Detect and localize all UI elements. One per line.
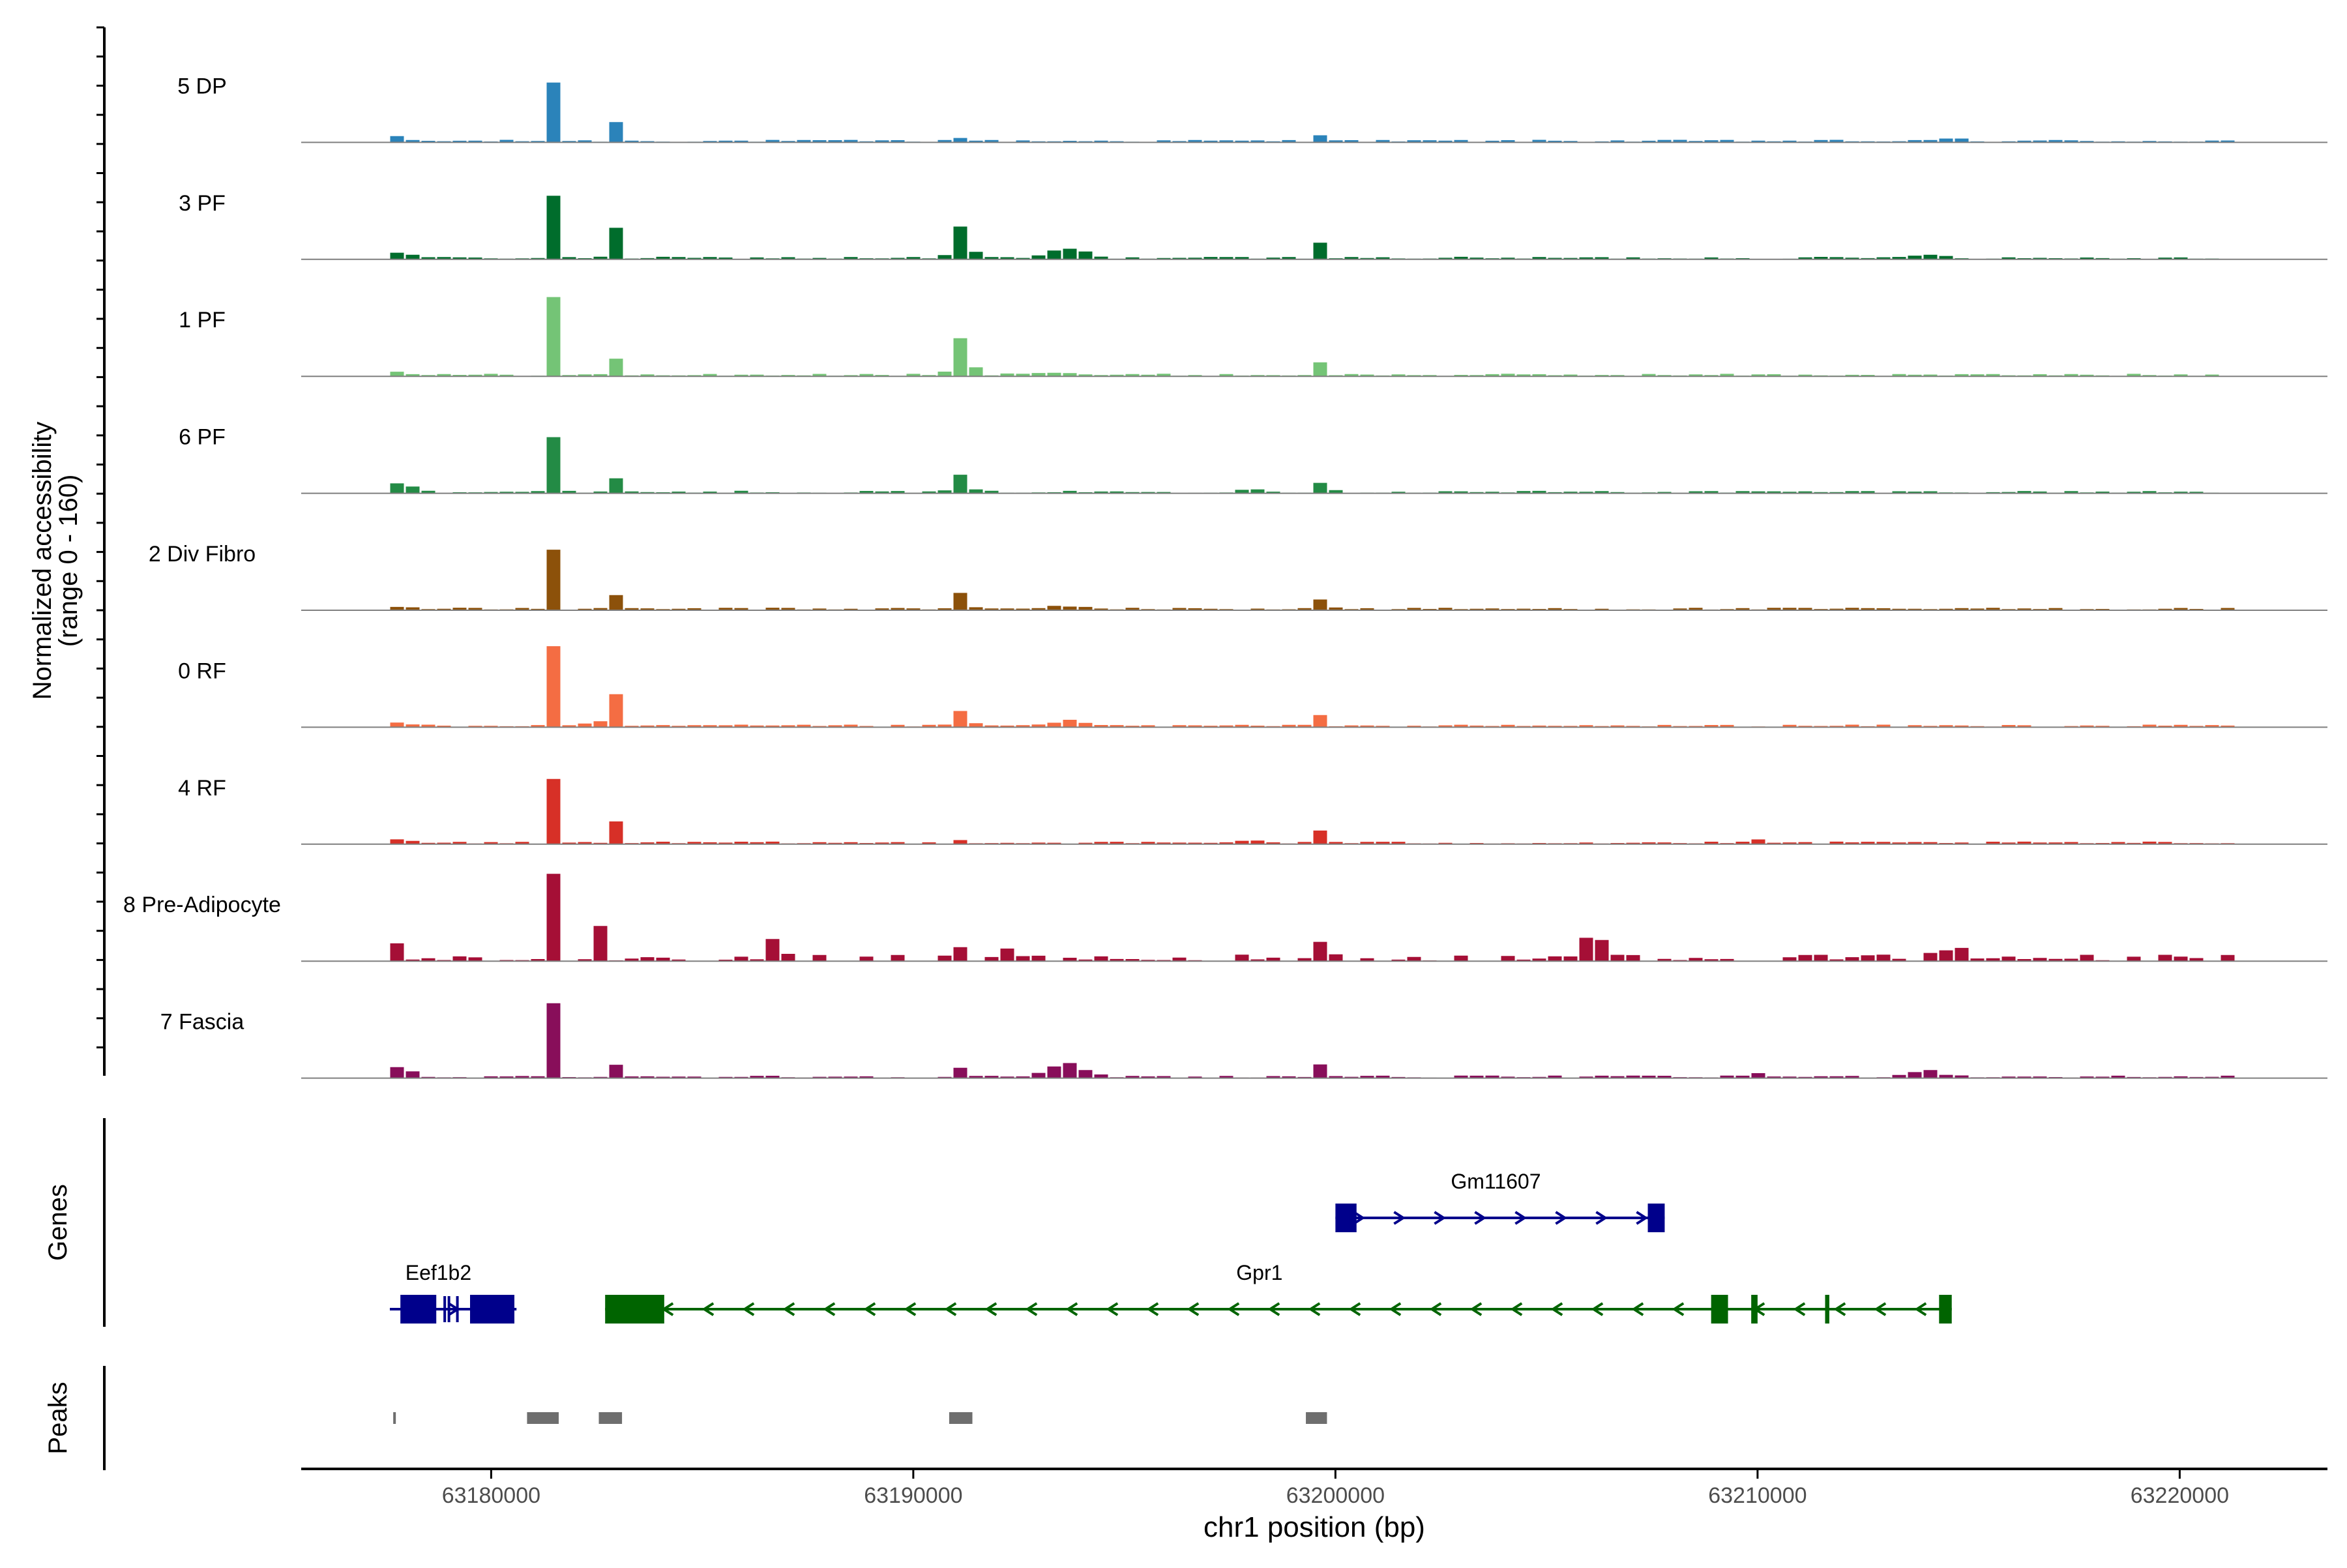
x-tick-label: 63200000 xyxy=(1286,1483,1385,1508)
y-axis-label-range: (range 0 - 160) xyxy=(54,475,83,647)
strand-arrow xyxy=(1429,1302,1442,1316)
gene-label: Gm11607 xyxy=(1451,1170,1541,1193)
strand-arrow xyxy=(984,1302,997,1316)
track-label: 0 RF xyxy=(178,658,226,683)
coverage-area-track-4 xyxy=(301,550,2327,611)
strand-arrow xyxy=(1631,1302,1644,1316)
coverage-area-track-6 xyxy=(301,778,2327,845)
track-label: 5 DP xyxy=(177,74,227,98)
axes-layer xyxy=(96,26,106,1470)
coverage-area-track-8 xyxy=(301,1003,2327,1079)
x-tick-label: 63220000 xyxy=(2131,1483,2229,1508)
track-label: 1 PF xyxy=(179,308,226,333)
exon xyxy=(470,1295,514,1324)
gene-gpr1: Gpr1 xyxy=(605,1261,1952,1324)
exon xyxy=(1335,1204,1357,1232)
strand-arrow xyxy=(823,1302,836,1316)
peaks-panel-label: Peaks xyxy=(44,1382,72,1454)
exon xyxy=(1939,1295,1952,1324)
strand-arrow xyxy=(1267,1302,1280,1316)
coverage-area-track-1 xyxy=(301,196,2327,260)
track-label: 3 PF xyxy=(179,191,226,216)
coverage-area-track-7 xyxy=(301,874,2327,962)
peak-region xyxy=(527,1412,559,1424)
strand-arrow xyxy=(863,1302,876,1316)
exon xyxy=(1825,1295,1829,1324)
gene-eef1b2: Eef1b2 xyxy=(389,1261,517,1324)
strand-arrow xyxy=(1672,1302,1685,1316)
peak-region xyxy=(949,1412,973,1424)
strand-arrow xyxy=(1833,1302,1846,1316)
track-label: 4 RF xyxy=(178,776,226,801)
strand-arrow xyxy=(1146,1302,1159,1316)
strand-arrow xyxy=(782,1302,795,1316)
peak-region xyxy=(598,1412,623,1424)
gene-gm11607: Gm11607 xyxy=(1335,1170,1665,1232)
peak-regions xyxy=(393,1412,1327,1424)
gene-label: Gpr1 xyxy=(1236,1261,1282,1284)
strand-arrow xyxy=(1474,1211,1487,1225)
y-axis-label: Normalized accessibility xyxy=(28,422,57,700)
strand-arrow xyxy=(1389,1302,1402,1316)
x-tick-label: 63210000 xyxy=(1708,1483,1807,1508)
coverage-area-track-2 xyxy=(301,297,2327,377)
x-axis-label: chr1 position (bp) xyxy=(1203,1511,1425,1543)
coverage-area-track-0 xyxy=(301,82,2327,143)
strand-arrow xyxy=(1065,1302,1078,1316)
strand-arrow xyxy=(1514,1211,1528,1225)
strand-arrow xyxy=(1025,1302,1038,1316)
exon xyxy=(400,1295,437,1324)
coverage-tracks: 5 DP 3 PF 1 PF 6 PF 2 Div Fibro 0 RF 4 RF 8 Pre… xyxy=(123,74,2327,1079)
strand-arrow xyxy=(1308,1302,1321,1316)
track-label: 6 PF xyxy=(179,425,226,450)
strand-arrow xyxy=(1227,1302,1240,1316)
exon xyxy=(1751,1295,1758,1324)
strand-arrow xyxy=(1510,1302,1523,1316)
strand-arrow xyxy=(1591,1302,1604,1316)
exon xyxy=(1711,1295,1728,1324)
coverage-area-track-5 xyxy=(301,646,2327,728)
genes-panel-label: Genes xyxy=(44,1184,72,1261)
strand-arrow xyxy=(904,1302,917,1316)
strand-arrow xyxy=(1353,1211,1366,1225)
exon xyxy=(1647,1204,1665,1232)
strand-arrow xyxy=(1106,1302,1119,1316)
strand-arrow xyxy=(742,1302,755,1316)
track-label: 2 Div Fibro xyxy=(149,542,256,567)
track-label: 7 Fascia xyxy=(160,1010,244,1035)
strand-arrow xyxy=(1914,1302,1927,1316)
coverage-area-track-3 xyxy=(301,437,2327,494)
strand-arrow xyxy=(1595,1211,1608,1225)
strand-arrow xyxy=(1187,1302,1200,1316)
strand-arrow xyxy=(1550,1302,1563,1316)
track-label: 8 Pre-Adipocyte xyxy=(123,893,281,917)
strand-arrow xyxy=(1555,1211,1568,1225)
strand-arrow xyxy=(1348,1302,1361,1316)
strand-arrow xyxy=(1434,1211,1447,1225)
strand-arrow xyxy=(1636,1211,1649,1225)
strand-arrow xyxy=(1793,1302,1806,1316)
gene-label: Eef1b2 xyxy=(406,1261,471,1284)
peak-region xyxy=(393,1412,396,1424)
exon xyxy=(605,1295,664,1324)
strand-arrow xyxy=(1469,1302,1483,1316)
strand-arrow xyxy=(701,1302,715,1316)
peak-region xyxy=(1306,1412,1327,1424)
x-tick-label: 63180000 xyxy=(442,1483,540,1508)
strand-arrow xyxy=(1393,1211,1406,1225)
strand-arrow xyxy=(944,1302,957,1316)
x-tick-label: 63190000 xyxy=(864,1483,962,1508)
gene-annotations: Gm11607 Eef1b2 Gpr1 xyxy=(389,1170,1952,1324)
x-axis: 63180000 63190000 63200000 63210000 63220000 xyxy=(301,1468,2327,1508)
strand-arrow xyxy=(1874,1302,1887,1316)
